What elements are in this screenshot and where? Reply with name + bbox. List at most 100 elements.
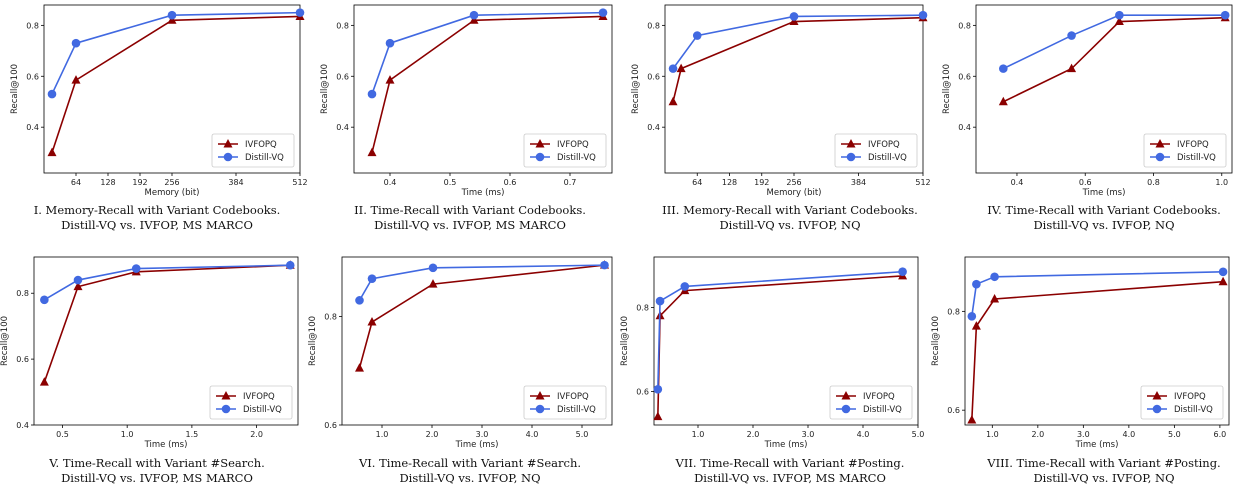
legend-label: IVFOPQ — [1177, 140, 1209, 150]
series-line-distill-vq — [51, 11, 301, 95]
y-tick-label: 0.6 — [958, 72, 971, 81]
x-tick-label: 1.0 — [1215, 178, 1228, 187]
chart-caption-6: VI. Time-Recall with Variant #Search. Dis… — [310, 456, 630, 486]
series-line-distill-vq — [1002, 14, 1226, 70]
distill-vq-point — [40, 295, 49, 305]
y-tick-label: 0.8 — [324, 313, 337, 322]
x-tick-label: 3.0 — [1077, 430, 1090, 439]
circle-marker-icon — [1155, 152, 1165, 162]
distill-vq-point — [71, 38, 81, 48]
legend-label: Distill-VQ — [243, 405, 282, 415]
caption-line: IV. Time-Recall with Variant Codebooks. — [987, 203, 1221, 217]
caption-line: Distill-VQ vs. IVFOP, MS MARCO — [374, 218, 566, 232]
x-tick-label: 512 — [915, 178, 930, 187]
ivfopq-point — [73, 281, 83, 291]
distill-vq-point — [668, 64, 678, 73]
y-tick-label: 0.6 — [336, 72, 349, 81]
y-tick-label: 0.6 — [947, 406, 960, 415]
x-tick-label: 2.0 — [250, 430, 263, 439]
plot-frame — [975, 4, 1233, 174]
ivfopq-point — [676, 63, 686, 73]
ivfopq-point — [1067, 63, 1077, 73]
legend: IVFOPQ Distill-VQ — [1143, 133, 1227, 168]
x-tick-label: 6.0 — [1214, 430, 1227, 439]
ivfopq-point — [469, 15, 479, 24]
distill-vq-point — [655, 296, 665, 306]
x-tick-label: 1.0 — [376, 430, 389, 439]
x-tick-label: 0.5 — [56, 430, 69, 439]
ivfopq-point — [385, 75, 395, 84]
distill-vq-point — [285, 260, 295, 270]
x-tick-label: 2.0 — [747, 430, 760, 439]
legend-label: IVFOPQ — [245, 140, 277, 150]
x-axis-label: Time (ms) — [764, 440, 808, 450]
distill-vq-point — [367, 89, 377, 99]
distill-vq-point — [385, 38, 395, 48]
circle-marker-icon — [223, 152, 233, 162]
caption-line: Distill-VQ vs. IVFOP, NQ — [399, 471, 541, 485]
ivfopq-point — [653, 411, 663, 421]
x-tick-label: 64 — [71, 178, 81, 187]
x-axis-label: Memory (bit) — [145, 188, 200, 198]
legend-box — [834, 133, 918, 168]
chart-caption-4: IV. Time-Recall with Variant Codebooks. D… — [944, 203, 1238, 233]
x-tick-label: 128 — [100, 178, 115, 187]
x-tick-label: 1.5 — [186, 430, 199, 439]
y-tick-label: 0.8 — [647, 21, 660, 30]
x-tick-label: 64 — [692, 178, 702, 187]
y-tick-label: 0.6 — [647, 72, 660, 81]
caption-line: Distill-VQ vs. IVFOP, NQ — [719, 218, 861, 232]
circle-marker-icon — [846, 152, 856, 162]
y-tick-label: 0.6 — [324, 421, 337, 430]
y-tick-label: 0.8 — [16, 289, 29, 298]
distill-vq-point — [167, 10, 177, 20]
distill-vq-point — [999, 64, 1008, 73]
legend: IVFOPQ Distill-VQ — [834, 133, 918, 168]
triangle-marker-icon — [221, 391, 231, 400]
plot-frame — [33, 256, 299, 426]
legend-label: Distill-VQ — [245, 153, 284, 163]
legend-box — [1143, 133, 1227, 168]
distill-vq-point — [355, 296, 364, 305]
chart-8-svg: 1.0 2.0 3.0 4.0 5.0 6.0 0.6 0.8 Time (ms) Recall@… — [931, 256, 1230, 450]
ivfopq-point — [998, 96, 1008, 106]
x-tick-label: 1.0 — [121, 430, 134, 439]
y-axis-label: Recall@100 — [320, 64, 330, 114]
triangle-marker-icon — [846, 139, 856, 148]
chart-caption-7: VII. Time-Recall with Variant #Posting. D… — [630, 456, 950, 486]
distill-vq-point — [598, 8, 608, 17]
y-tick-label: 0.4 — [647, 123, 660, 132]
triangle-marker-icon — [535, 391, 545, 400]
x-tick-label: 5.0 — [1168, 430, 1181, 439]
y-tick-label: 0.4 — [336, 123, 349, 132]
distill-vq-point — [990, 272, 999, 282]
plot-frame — [964, 256, 1230, 426]
legend-box — [523, 385, 607, 420]
legend-label: IVFOPQ — [243, 392, 275, 402]
y-tick-label: 0.6 — [16, 355, 29, 364]
x-axis-label: Time (ms) — [461, 188, 505, 198]
x-axis-label: Memory (bit) — [767, 188, 822, 198]
distill-vq-point — [898, 267, 907, 276]
chart-3-svg: 64 128 192 256 384 512 0.4 0.6 0.8 Memory (bit) Re… — [631, 4, 931, 198]
triangle-marker-icon — [223, 139, 233, 148]
caption-line: Distill-VQ vs. IVFOP, NQ — [1033, 471, 1175, 485]
plot-frame — [341, 256, 613, 426]
y-tick-label: 0.8 — [958, 21, 971, 30]
x-tick-label: 0.7 — [564, 178, 577, 187]
distill-vq-point — [295, 8, 305, 17]
triangle-marker-icon — [1152, 391, 1162, 400]
chart-7-svg: 1.0 2.0 3.0 4.0 5.0 0.6 0.8 Time (ms) Recall@100… — [620, 256, 924, 450]
caption-line: III. Memory-Recall with Variant Codebook… — [662, 203, 918, 217]
ivfopq-point — [71, 75, 81, 84]
chart-caption-1: I. Memory-Recall with Variant Codebooks.… — [0, 203, 317, 233]
x-tick-label: 384 — [228, 178, 243, 187]
x-axis-label: Time (ms) — [455, 440, 499, 450]
x-tick-label: 4.0 — [526, 430, 539, 439]
ivfopq-point — [1114, 16, 1124, 26]
y-tick-label: 0.8 — [947, 307, 960, 316]
distill-vq-point — [47, 89, 57, 99]
x-tick-label: 0.8 — [1147, 178, 1160, 187]
chart-5-svg: 0.5 1.0 1.5 2.0 0.4 0.6 0.8 Time (ms) Recall@100… — [0, 256, 299, 450]
triangle-marker-icon — [535, 139, 545, 148]
